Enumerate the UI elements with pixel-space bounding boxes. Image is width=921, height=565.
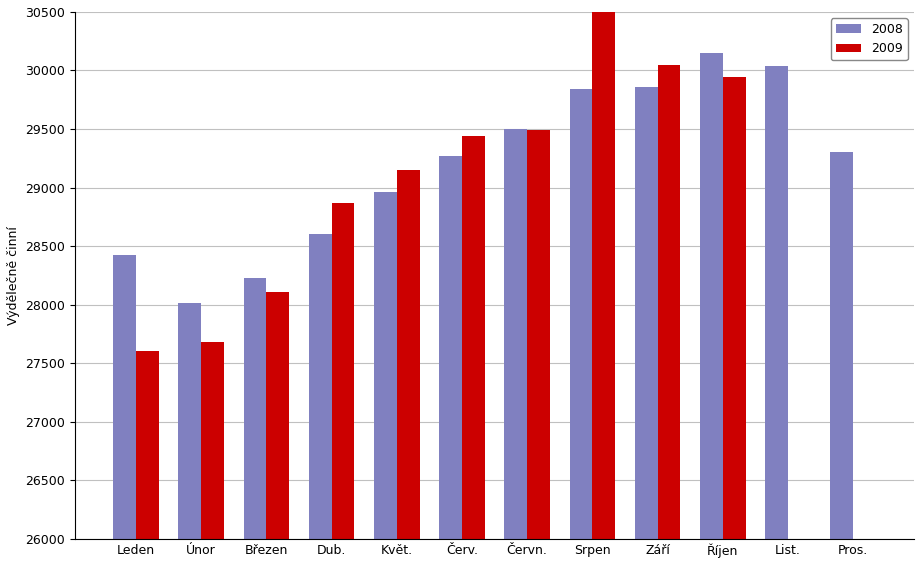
Bar bbox=[505, 129, 527, 565]
Bar bbox=[179, 303, 201, 565]
Bar bbox=[527, 130, 550, 565]
Bar bbox=[374, 192, 397, 565]
Bar bbox=[569, 89, 592, 565]
Bar bbox=[635, 87, 658, 565]
Bar bbox=[831, 153, 853, 565]
Bar bbox=[723, 77, 745, 565]
Bar bbox=[266, 292, 289, 565]
Bar bbox=[397, 170, 420, 565]
Bar bbox=[113, 255, 136, 565]
Bar bbox=[309, 234, 332, 565]
Bar bbox=[201, 342, 224, 565]
Y-axis label: Výdělečně činní: Výdělečně činní bbox=[7, 226, 20, 325]
Bar bbox=[332, 203, 355, 565]
Bar bbox=[592, 0, 615, 565]
Legend: 2008, 2009: 2008, 2009 bbox=[831, 18, 908, 60]
Bar bbox=[658, 64, 681, 565]
Bar bbox=[462, 136, 484, 565]
Bar bbox=[439, 156, 462, 565]
Bar bbox=[244, 277, 266, 565]
Bar bbox=[700, 53, 723, 565]
Bar bbox=[765, 66, 788, 565]
Bar bbox=[136, 351, 158, 565]
